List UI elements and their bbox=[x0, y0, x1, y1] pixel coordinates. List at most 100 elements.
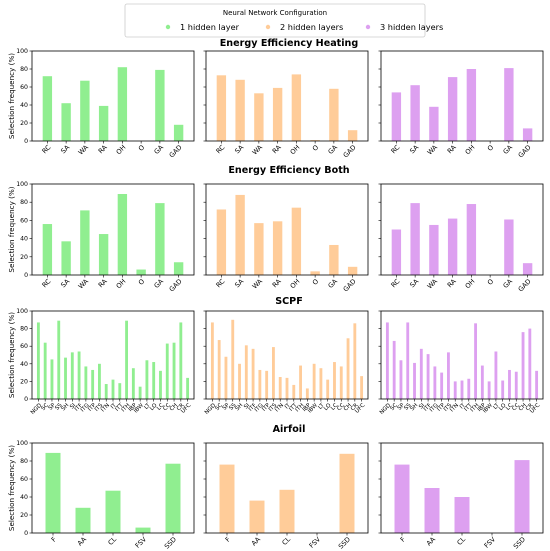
x-tick-label: ITG bbox=[80, 403, 91, 414]
x-tick-label: SP bbox=[397, 402, 407, 412]
bar bbox=[155, 69, 165, 141]
x-tick-label: SP bbox=[48, 402, 58, 412]
x-tick-label: OH bbox=[464, 143, 477, 156]
bar bbox=[272, 87, 283, 141]
x-tick-label: CH bbox=[169, 403, 179, 413]
bar bbox=[105, 490, 121, 533]
bar bbox=[528, 328, 532, 399]
bar bbox=[410, 203, 420, 275]
bar bbox=[522, 263, 533, 275]
x-tick-label: IBP bbox=[477, 402, 488, 413]
bar bbox=[80, 80, 90, 141]
bar bbox=[84, 366, 88, 399]
chart-row-4: Airfoil Selection frequency (%) F AA CL FSV SS… bbox=[7, 424, 544, 551]
y-tick-label: 40 bbox=[20, 236, 28, 243]
x-tick-label: SA bbox=[408, 277, 420, 289]
x-tick-label: RC bbox=[215, 277, 227, 289]
x-tick-label: ITF bbox=[423, 403, 433, 413]
bar bbox=[217, 340, 221, 399]
bar bbox=[487, 381, 491, 399]
bar bbox=[64, 357, 67, 399]
x-tick-label: ITH bbox=[121, 403, 132, 414]
bar bbox=[135, 527, 151, 533]
x-tick-label: F bbox=[50, 535, 58, 543]
x-tick-label: LO bbox=[323, 402, 333, 412]
y-tick-label: 100 bbox=[16, 308, 28, 315]
x-tick-label: O bbox=[137, 277, 146, 286]
x-tick-label: GAD bbox=[168, 143, 184, 159]
y-tick-label: 100 bbox=[16, 48, 28, 55]
y-tick-label: 20 bbox=[20, 120, 28, 127]
bar bbox=[494, 351, 498, 399]
bar bbox=[521, 332, 525, 399]
subplot-3: F AA CL FSV SSD bbox=[378, 442, 544, 551]
y-tick-label: 40 bbox=[20, 361, 28, 368]
bar bbox=[136, 269, 146, 275]
x-tick-label: F bbox=[224, 535, 232, 543]
bar bbox=[117, 67, 128, 141]
x-tick-label: AA bbox=[425, 535, 438, 548]
y-tick-label: 80 bbox=[20, 326, 28, 333]
bar bbox=[291, 207, 302, 275]
y-tick-label: 80 bbox=[20, 66, 28, 73]
x-tick-label: OH bbox=[115, 143, 128, 156]
bar bbox=[43, 342, 47, 399]
x-tick-label: CH bbox=[518, 403, 528, 413]
bar bbox=[235, 79, 245, 141]
x-tick-label: SC bbox=[40, 402, 50, 412]
bar bbox=[145, 360, 149, 399]
bar bbox=[265, 370, 269, 399]
y-tick-label: 80 bbox=[20, 458, 28, 465]
y-tick-label: 60 bbox=[20, 217, 28, 224]
bar bbox=[312, 363, 316, 399]
bar bbox=[347, 266, 358, 275]
bar bbox=[272, 347, 275, 399]
bar bbox=[279, 489, 295, 533]
bar bbox=[125, 320, 128, 399]
bar bbox=[159, 370, 162, 399]
x-tick-label: O bbox=[311, 143, 320, 152]
bar bbox=[440, 372, 444, 399]
x-tick-label: O bbox=[311, 277, 320, 286]
x-tick-label: RA bbox=[446, 277, 458, 289]
bar bbox=[118, 383, 122, 399]
bar bbox=[231, 319, 235, 399]
y-tick-label: 60 bbox=[20, 343, 28, 350]
bar bbox=[117, 194, 128, 275]
x-tick-label: SA bbox=[233, 143, 245, 155]
bar bbox=[504, 68, 514, 141]
x-tick-label: LT bbox=[143, 402, 152, 411]
bar bbox=[165, 343, 169, 399]
axes-frame bbox=[205, 442, 369, 534]
chart-title: Energy Efficiency Heating bbox=[220, 38, 359, 49]
x-tick-label: GAD bbox=[517, 277, 533, 293]
x-tick-label: ITS bbox=[94, 402, 105, 413]
bar bbox=[224, 356, 228, 399]
axes-frame bbox=[31, 442, 195, 534]
y-axis-label: Selection frequency (%) bbox=[7, 53, 16, 139]
x-tick-label: RA bbox=[97, 143, 109, 155]
bar bbox=[50, 359, 54, 399]
y-tick-label: 0 bbox=[24, 272, 28, 279]
x-tick-label: ITN bbox=[100, 403, 111, 414]
bar bbox=[399, 360, 403, 399]
bar bbox=[216, 209, 227, 275]
x-tick-label: SS bbox=[54, 402, 64, 412]
axes-frame bbox=[31, 183, 195, 276]
x-tick-label: RC bbox=[215, 143, 227, 155]
x-tick-label: OH bbox=[464, 277, 477, 290]
x-tick-label: GA bbox=[501, 277, 514, 290]
legend-marker-1 bbox=[165, 24, 171, 30]
legend-label-2: 2 hidden layers bbox=[280, 22, 343, 32]
bar bbox=[329, 244, 339, 275]
bar bbox=[426, 354, 430, 399]
x-tick-label: RA bbox=[271, 277, 283, 289]
bar bbox=[249, 500, 265, 533]
bar bbox=[45, 452, 61, 533]
x-tick-label: SSD bbox=[512, 535, 527, 550]
x-tick-label: GAD bbox=[342, 277, 358, 293]
bar bbox=[419, 348, 423, 399]
bar bbox=[36, 322, 40, 399]
bar bbox=[186, 377, 190, 399]
x-tick-label: GAD bbox=[168, 277, 184, 293]
